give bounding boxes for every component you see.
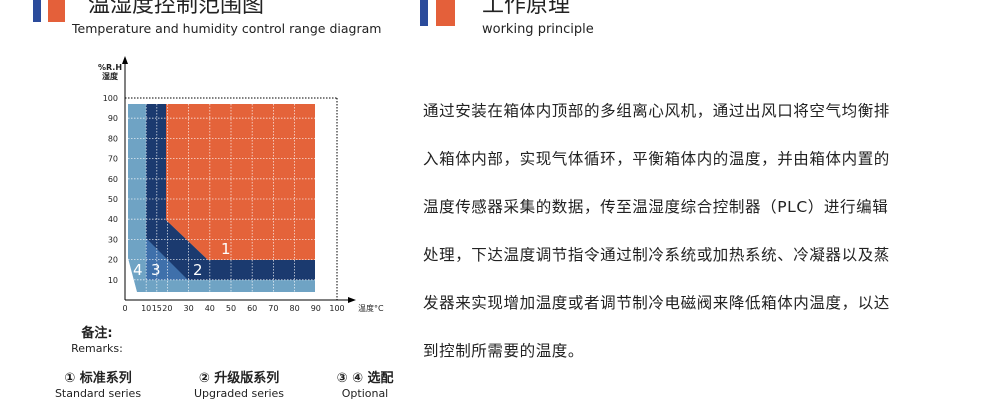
y-tick-label: 50 [108, 195, 118, 204]
y-tick-label: 30 [108, 235, 118, 244]
y-tick-label: 10 [108, 276, 118, 285]
axis-arrow [348, 297, 356, 303]
remarks-title: 备注: [80, 325, 112, 341]
x-tick-label: 60 [247, 304, 257, 313]
remark-sublabel: Upgraded series [194, 387, 284, 400]
x-label: 温度°C [358, 303, 384, 313]
x-tick-label: 50 [226, 304, 236, 313]
y-tick-label: 80 [108, 134, 118, 143]
y-tick-label: 90 [108, 114, 118, 123]
region-label: 3 [151, 261, 161, 279]
section-subtitle: Temperature and humidity control range d… [71, 21, 381, 36]
body-line: 发器来实现增加温度或者调节制冷电磁阀来降低箱体内温度，以达 [423, 294, 890, 312]
range-diagram [122, 56, 356, 303]
x-tick-label: 10 [141, 304, 151, 313]
region-1 [166, 104, 315, 260]
x-tick-label: 15 [152, 304, 162, 313]
y-tick-label: 20 [108, 256, 118, 265]
remark-label: ③ ④ 选配 [336, 370, 393, 386]
remark-sublabel: Standard series [55, 387, 141, 400]
body-text: 通过安装在箱体内顶部的多组离心风机，通过出风口将空气均衡排入箱体内部，实现气体循… [423, 102, 890, 360]
grid [128, 104, 315, 292]
body-line: 处理，下达温度调节指令通过制冷系统或加热系统、冷凝器以及蒸 [423, 246, 890, 264]
body-line: 温度传感器采集的数据，传至温湿度综合控制器（PLC）进行编辑 [423, 198, 888, 216]
y-tick-label: 100 [103, 94, 118, 103]
y-tick-label: 40 [108, 215, 118, 224]
x-tick-label: 20 [162, 304, 172, 313]
y-label: 湿度 [102, 71, 119, 81]
region-label: 1 [221, 240, 231, 258]
body-line: 到控制所需要的温度。 [423, 342, 584, 360]
x-tick-label: 70 [268, 304, 278, 313]
body-line: 入箱体内部，实现气体循环，平衡箱体内的温度，并由箱体内置的 [423, 150, 890, 168]
region-label: 2 [193, 261, 203, 279]
y-unit: %R.H [98, 63, 122, 72]
x-tick-label: 100 [329, 304, 344, 313]
region-label: 4 [133, 261, 143, 279]
remarks-subtitle: Remarks: [71, 342, 123, 355]
remark-sublabel: Optional [342, 387, 389, 400]
x-tick-label: 40 [205, 304, 215, 313]
section-title: 工作原理 [482, 0, 570, 18]
y-tick-label: 60 [108, 175, 118, 184]
x-tick-label: 0 [122, 304, 127, 313]
body-line: 通过安装在箱体内顶部的多组离心风机，通过出风口将空气均衡排 [423, 102, 890, 120]
x-tick-label: 30 [184, 304, 194, 313]
x-tick-label: 90 [311, 304, 321, 313]
flag-icon [33, 0, 65, 22]
y-tick-label: 70 [108, 155, 118, 164]
section-subtitle: working principle [482, 22, 594, 37]
remark-label: ② 升级版系列 [199, 370, 280, 386]
remark-label: ① 标准系列 [64, 370, 132, 386]
flag-icon [420, 0, 455, 26]
section-title: 温湿度控制范围图 [88, 0, 264, 18]
x-tick-label: 80 [290, 304, 300, 313]
axis-arrow [122, 56, 128, 64]
